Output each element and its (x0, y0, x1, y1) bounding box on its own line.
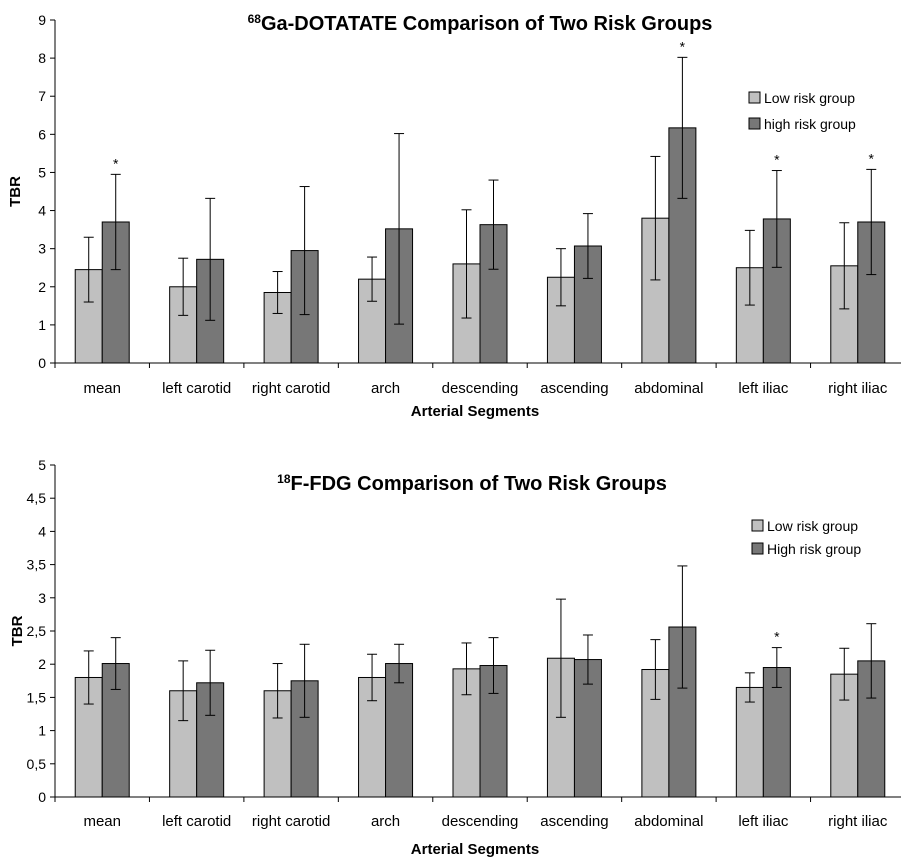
legend-swatch (751, 542, 764, 555)
y-tick-label: 4,5 (27, 490, 47, 506)
y-tick-label: 5 (38, 457, 46, 473)
y-tick-label: 5 (38, 164, 46, 180)
legend-label: High risk group (767, 541, 861, 557)
x-tick-label: abdominal (634, 813, 703, 830)
x-axis-title: Arterial Segments (411, 403, 539, 420)
significance-marker: * (869, 150, 875, 166)
y-tick-label: 3 (38, 590, 46, 606)
y-tick-label: 2 (38, 279, 46, 295)
y-tick-label: 4 (38, 523, 46, 539)
title-text: F-FDG Comparison of Two Risk Groups (291, 473, 667, 495)
y-tick-label: 0 (38, 789, 46, 805)
chart-1: 0 1 2 3 4 5 6 7 8 9 mean left carotid right carotid a… (7, 12, 901, 420)
x-tick-label: right iliac (828, 380, 888, 397)
bar-high-risk (385, 663, 414, 798)
chart-title: 18F-FDG Comparison of Two Risk Groups (277, 472, 667, 495)
y-tick-label: 1 (38, 317, 46, 333)
y-tick-label: 6 (38, 126, 46, 142)
x-tick-label: right carotid (252, 813, 330, 830)
legend-swatch (751, 519, 764, 532)
chart-2: 0 0,5 1 1,5 2 2,5 3 3,5 4 4,5 5 mean left carotid rig… (9, 457, 901, 858)
title-text: Ga-DOTATATE Comparison of Two Risk Group… (261, 13, 712, 35)
x-tick-label: descending (442, 813, 519, 830)
x-tick-label: left carotid (162, 813, 231, 830)
y-tick-label: 2,5 (27, 623, 47, 639)
y-tick-label: 4 (38, 203, 46, 219)
x-tick-label: ascending (540, 813, 608, 830)
title-superscript: 68 (248, 12, 262, 26)
y-tick-label: 1 (38, 723, 46, 739)
x-tick-label: ascending (540, 380, 608, 397)
y-tick-label: 7 (38, 88, 46, 104)
x-tick-label: left iliac (738, 380, 789, 397)
x-tick-label: arch (371, 813, 400, 830)
significance-marker: * (774, 629, 780, 645)
legend-label: Low risk group (764, 90, 855, 106)
significance-marker: * (680, 38, 686, 54)
y-tick-label: 3,5 (27, 557, 47, 573)
y-axis-title: TBR (7, 176, 24, 207)
significance-marker: * (774, 152, 780, 168)
x-axis-title: Arterial Segments (411, 841, 539, 858)
x-tick-label: abdominal (634, 380, 703, 397)
title-superscript: 18 (277, 472, 291, 486)
x-tick-label: left iliac (738, 813, 789, 830)
y-tick-label: 3 (38, 241, 46, 257)
legend-label: Low risk group (767, 518, 858, 534)
y-tick-label: 0 (38, 355, 46, 371)
y-tick-label: 9 (38, 12, 46, 28)
y-tick-label: 0,5 (27, 756, 47, 772)
y-tick-label: 8 (38, 50, 46, 66)
significance-marker: * (113, 155, 119, 171)
y-axis-title: TBR (9, 615, 26, 646)
x-tick-label: mean (83, 380, 121, 397)
legend-label: high risk group (764, 116, 856, 132)
x-tick-label: arch (371, 380, 400, 397)
y-tick-label: 2 (38, 656, 46, 672)
x-tick-label: right carotid (252, 380, 330, 397)
x-tick-label: left carotid (162, 380, 231, 397)
x-tick-label: descending (442, 380, 519, 397)
legend-swatch (748, 91, 761, 104)
y-tick-label: 1,5 (27, 689, 47, 705)
bar-low-risk (735, 686, 764, 798)
chart-title: 68Ga-DOTATATE Comparison of Two Risk Gro… (248, 12, 713, 35)
legend-swatch (748, 117, 761, 130)
x-tick-label: mean (83, 813, 121, 830)
x-tick-label: right iliac (828, 813, 888, 830)
